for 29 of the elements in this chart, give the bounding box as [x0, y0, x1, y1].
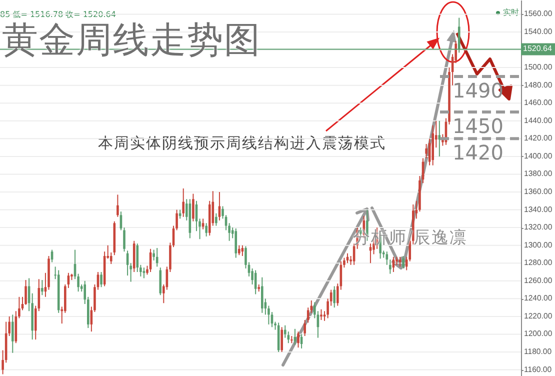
candlestick — [205, 222, 208, 237]
candlestick — [123, 227, 126, 252]
candlestick — [218, 192, 221, 221]
candlestick — [320, 308, 322, 320]
candlestick — [260, 276, 264, 314]
candlestick — [238, 244, 240, 256]
candlestick — [402, 256, 404, 269]
candlestick — [304, 320, 306, 336]
candlestick — [386, 251, 388, 266]
candlestick — [11, 314, 14, 354]
candlestick — [100, 272, 102, 288]
candlestick — [425, 144, 428, 159]
candlestick — [234, 228, 238, 258]
candlestick — [280, 326, 283, 352]
candlestick — [389, 259, 392, 274]
candlestick — [333, 286, 336, 308]
ref-line-label: 1420 — [452, 140, 504, 165]
ref-line-label: 1520.64 — [523, 44, 552, 54]
candlestick — [142, 267, 146, 279]
candlestick — [192, 193, 194, 222]
candlestick — [41, 280, 44, 296]
candlestick — [297, 331, 300, 348]
candlestick — [136, 243, 139, 272]
candlestick — [215, 212, 218, 226]
ref-line-label: 1490 — [452, 78, 504, 102]
ref-line-label: 1450 — [452, 114, 504, 138]
candlestick — [182, 188, 184, 218]
candlestick — [116, 194, 119, 218]
candlestick — [159, 267, 162, 296]
